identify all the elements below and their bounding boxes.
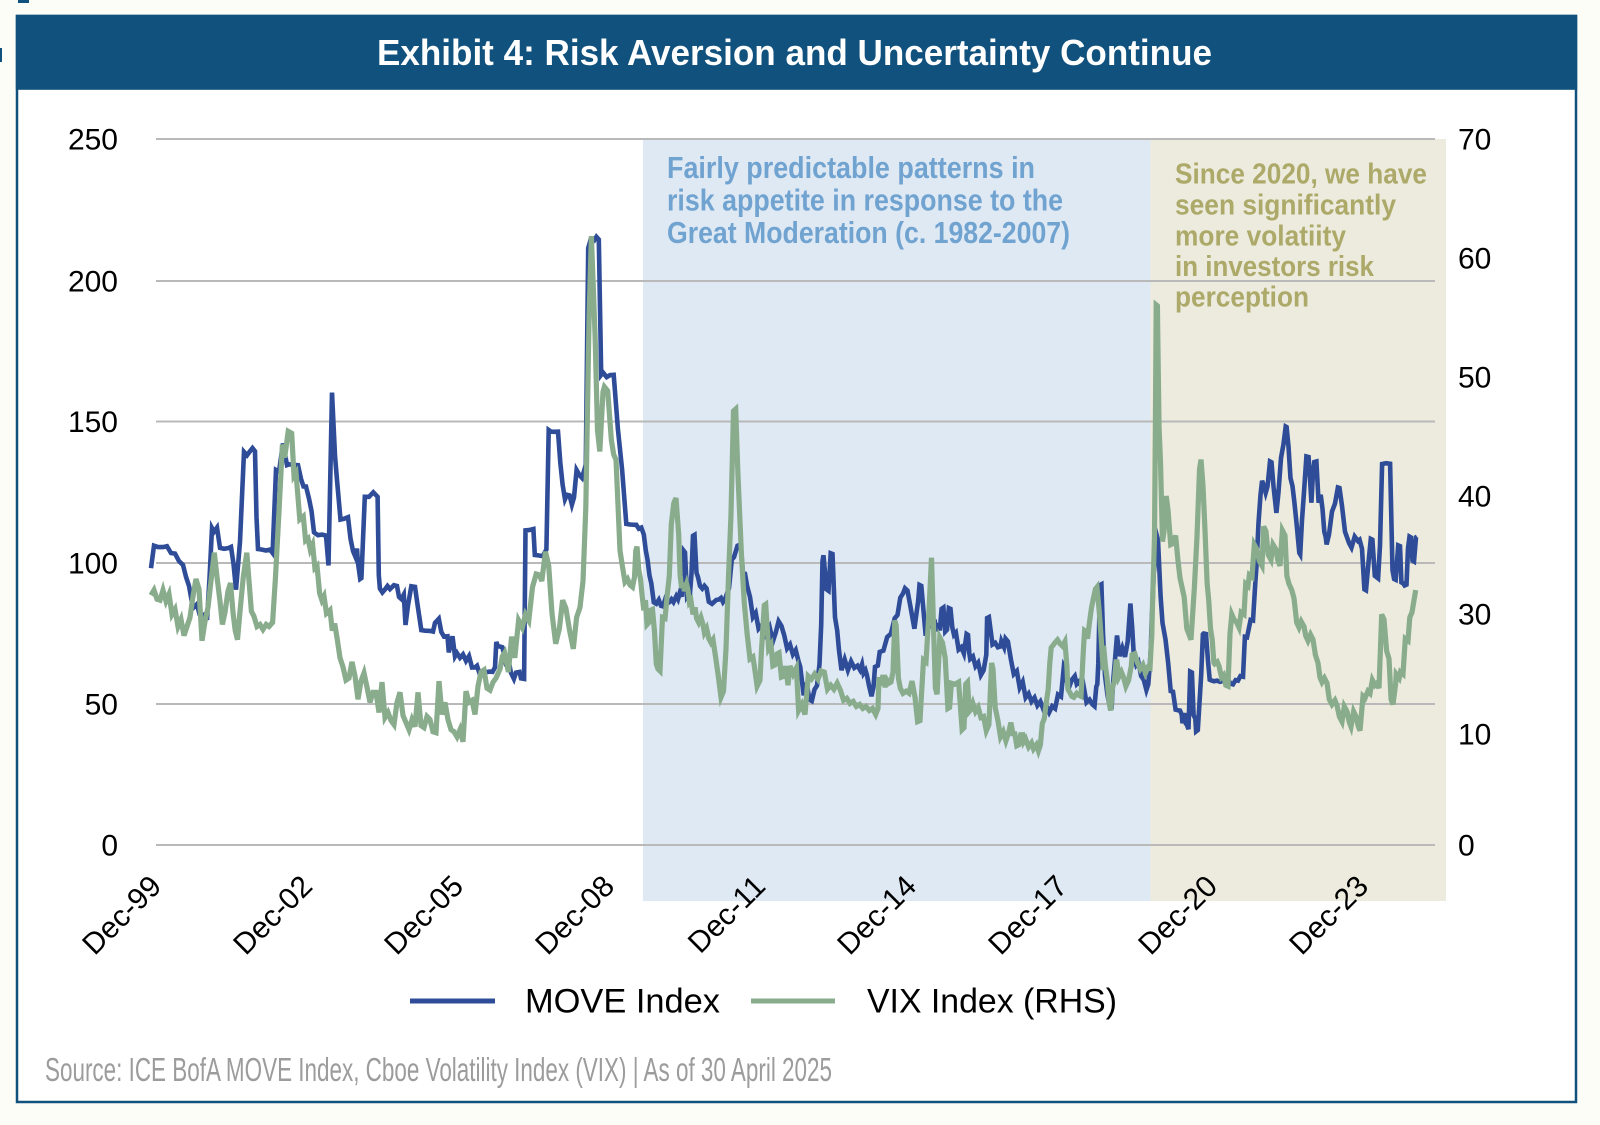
svg-text:MOVE Index: MOVE Index	[525, 983, 720, 1021]
svg-text:50: 50	[85, 689, 118, 722]
svg-text:50: 50	[1458, 362, 1491, 395]
svg-text:in investors risk: in investors risk	[1175, 251, 1375, 283]
svg-text:70: 70	[1458, 124, 1491, 157]
svg-text:0: 0	[1458, 830, 1475, 863]
svg-text:Source: ICE BofA MOVE Index, C: Source: ICE BofA MOVE Index, Cboe Volati…	[45, 1051, 832, 1088]
svg-text:40: 40	[1458, 481, 1491, 514]
svg-text:Great Moderation (c. 1982-2007: Great Moderation (c. 1982-2007)	[667, 215, 1070, 250]
svg-text:60: 60	[1458, 243, 1491, 276]
svg-text:0: 0	[101, 830, 118, 863]
svg-text:seen significantly: seen significantly	[1175, 190, 1396, 222]
svg-text:30: 30	[1458, 599, 1491, 632]
svg-text:Exhibit 4: Risk Aversion and U: Exhibit 4: Risk Aversion and Uncertainty…	[377, 32, 1212, 73]
svg-text:more volatiity: more volatiity	[1175, 221, 1346, 253]
svg-text:VIX Index (RHS): VIX Index (RHS)	[867, 983, 1117, 1021]
svg-text:10: 10	[1458, 719, 1491, 752]
svg-text:150: 150	[68, 406, 118, 439]
svg-text:perception: perception	[1175, 282, 1309, 314]
svg-text:Fairly predictable patterns in: Fairly predictable patterns in	[667, 150, 1035, 185]
svg-text:250: 250	[68, 124, 118, 157]
svg-text:risk appetite in response to t: risk appetite in response to the	[667, 182, 1063, 217]
svg-text:100: 100	[68, 548, 118, 581]
svg-text:200: 200	[68, 266, 118, 299]
svg-text:Since 2020, we have: Since 2020, we have	[1175, 159, 1427, 191]
